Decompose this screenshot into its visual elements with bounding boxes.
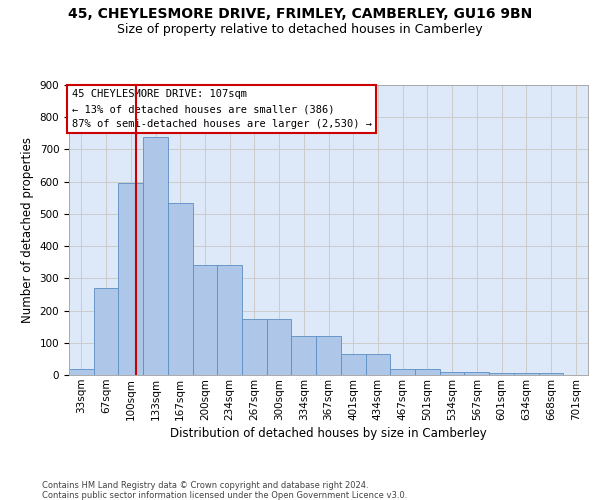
Text: Size of property relative to detached houses in Camberley: Size of property relative to detached ho… — [117, 22, 483, 36]
Bar — [464, 372, 489, 375]
Text: 45, CHEYLESMORE DRIVE, FRIMLEY, CAMBERLEY, GU16 9BN: 45, CHEYLESMORE DRIVE, FRIMLEY, CAMBERLE… — [68, 8, 532, 22]
Bar — [267, 318, 292, 375]
Bar — [168, 202, 193, 375]
Bar — [69, 368, 94, 375]
Text: 45 CHEYLESMORE DRIVE: 107sqm
← 13% of detached houses are smaller (386)
87% of s: 45 CHEYLESMORE DRIVE: 107sqm ← 13% of de… — [71, 90, 371, 129]
Text: Contains HM Land Registry data © Crown copyright and database right 2024.
Contai: Contains HM Land Registry data © Crown c… — [42, 480, 407, 500]
Bar — [415, 368, 440, 375]
Bar — [118, 184, 143, 375]
Text: Distribution of detached houses by size in Camberley: Distribution of detached houses by size … — [170, 428, 487, 440]
Bar — [341, 354, 365, 375]
Bar — [514, 374, 539, 375]
Bar — [193, 266, 217, 375]
Bar — [316, 336, 341, 375]
Bar — [292, 336, 316, 375]
Bar — [539, 374, 563, 375]
Y-axis label: Number of detached properties: Number of detached properties — [21, 137, 34, 323]
Bar — [390, 368, 415, 375]
Bar — [143, 136, 168, 375]
Bar — [94, 288, 118, 375]
Bar — [217, 266, 242, 375]
Bar — [242, 318, 267, 375]
Bar — [365, 354, 390, 375]
Bar — [489, 374, 514, 375]
Bar — [440, 372, 464, 375]
